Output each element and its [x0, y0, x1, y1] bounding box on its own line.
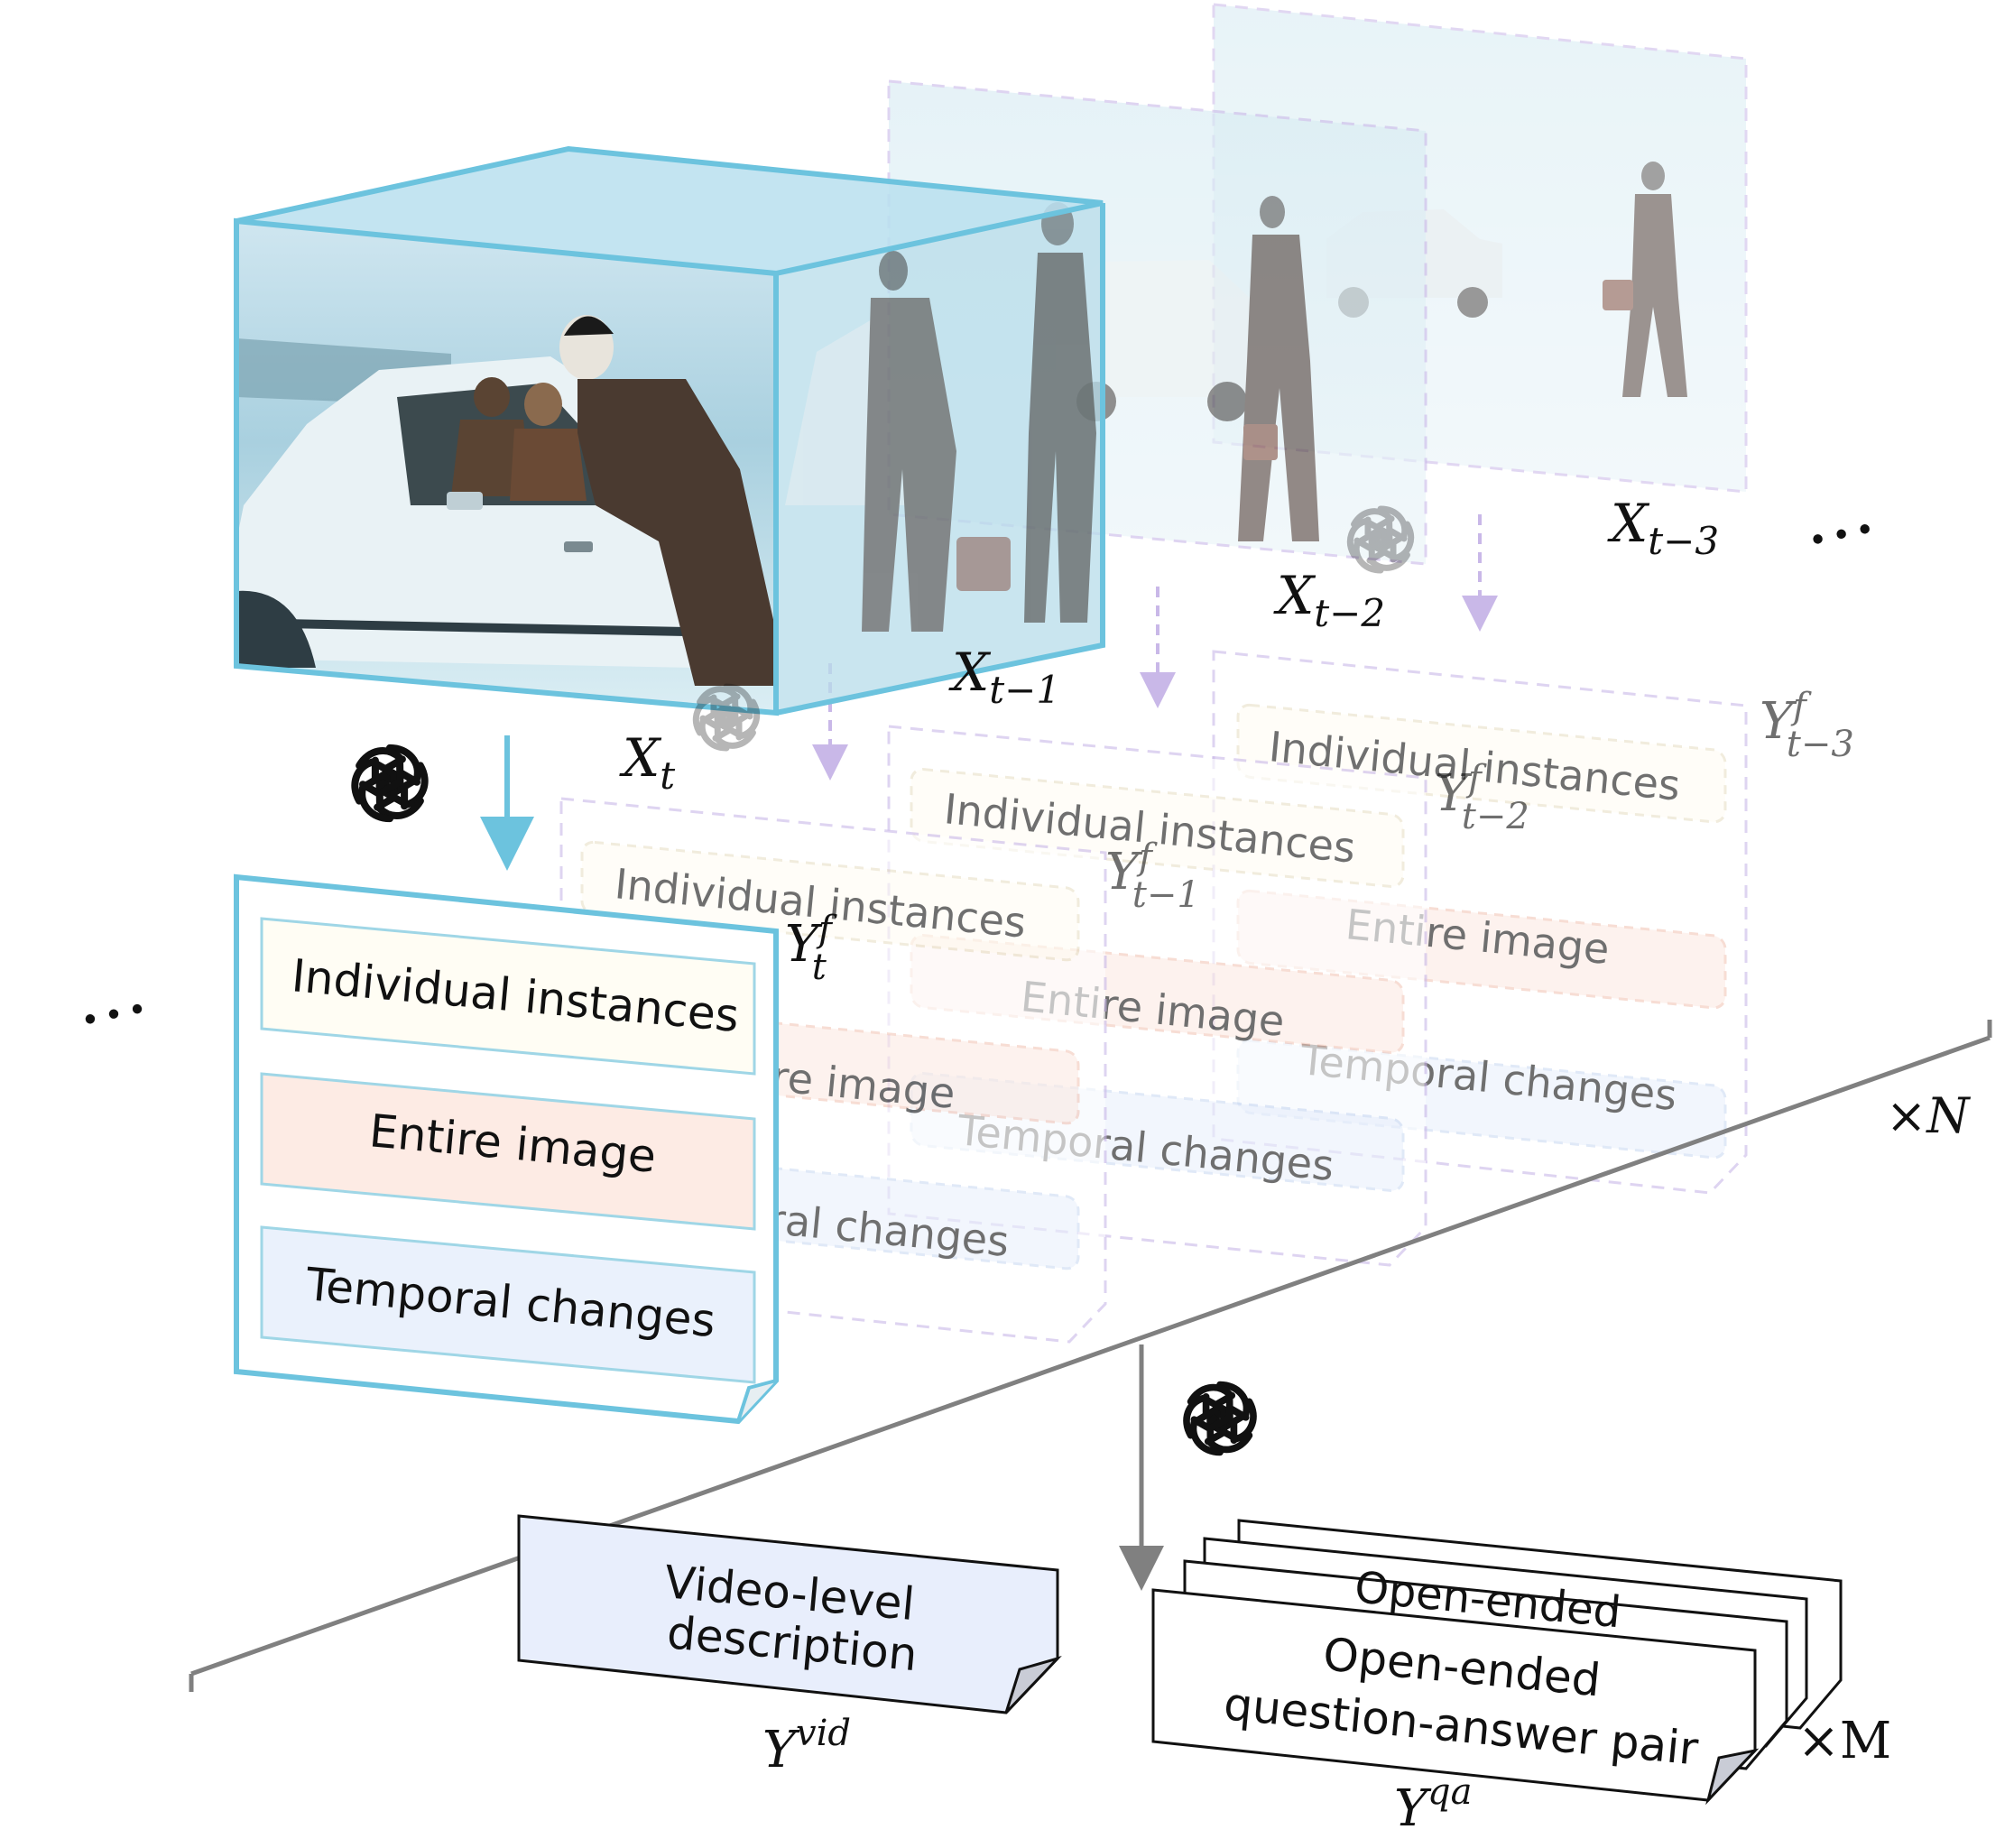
label-y-f-t-3: Yf t−3	[1760, 686, 1854, 765]
frame-x-t-cube	[234, 145, 1105, 716]
label-y-f-t-1: Yf t−1	[1105, 836, 1200, 916]
label-x-t: Xt	[619, 727, 675, 798]
label-y-qa: Yqa	[1394, 1771, 1472, 1838]
label-x-t-2: Xt−2	[1273, 565, 1385, 635]
row-entire-image	[260, 1072, 756, 1231]
repeat-m-label: ×M	[1797, 1712, 1891, 1770]
qa-card-stack: Open-ended Open-ended question-answer pa…	[1151, 1519, 1843, 1806]
label-y-vid: Yvid	[762, 1713, 851, 1779]
label-y-f-t-2: Yf t−2	[1435, 758, 1529, 837]
repeat-n-label: ×N	[1886, 1087, 1971, 1144]
row-individual-instances	[260, 917, 756, 1076]
caption-card-t: Individual instances Entire image Tempor…	[234, 873, 779, 1425]
video-level-card: Video-level description	[517, 1514, 1062, 1714]
label-x-t-3: Xt−3	[1607, 493, 1719, 563]
timeline-axis	[190, 1035, 1991, 1677]
openai-logo-icon	[346, 742, 435, 825]
row-temporal-changes	[260, 1225, 756, 1384]
ellipsis-right: …	[1793, 465, 1881, 562]
ellipsis-left: …	[65, 945, 153, 1042]
label-y-f-t: Yf t	[785, 909, 837, 988]
label-x-t-1: Xt−1	[948, 642, 1060, 712]
openai-logo-icon	[1178, 1379, 1262, 1458]
